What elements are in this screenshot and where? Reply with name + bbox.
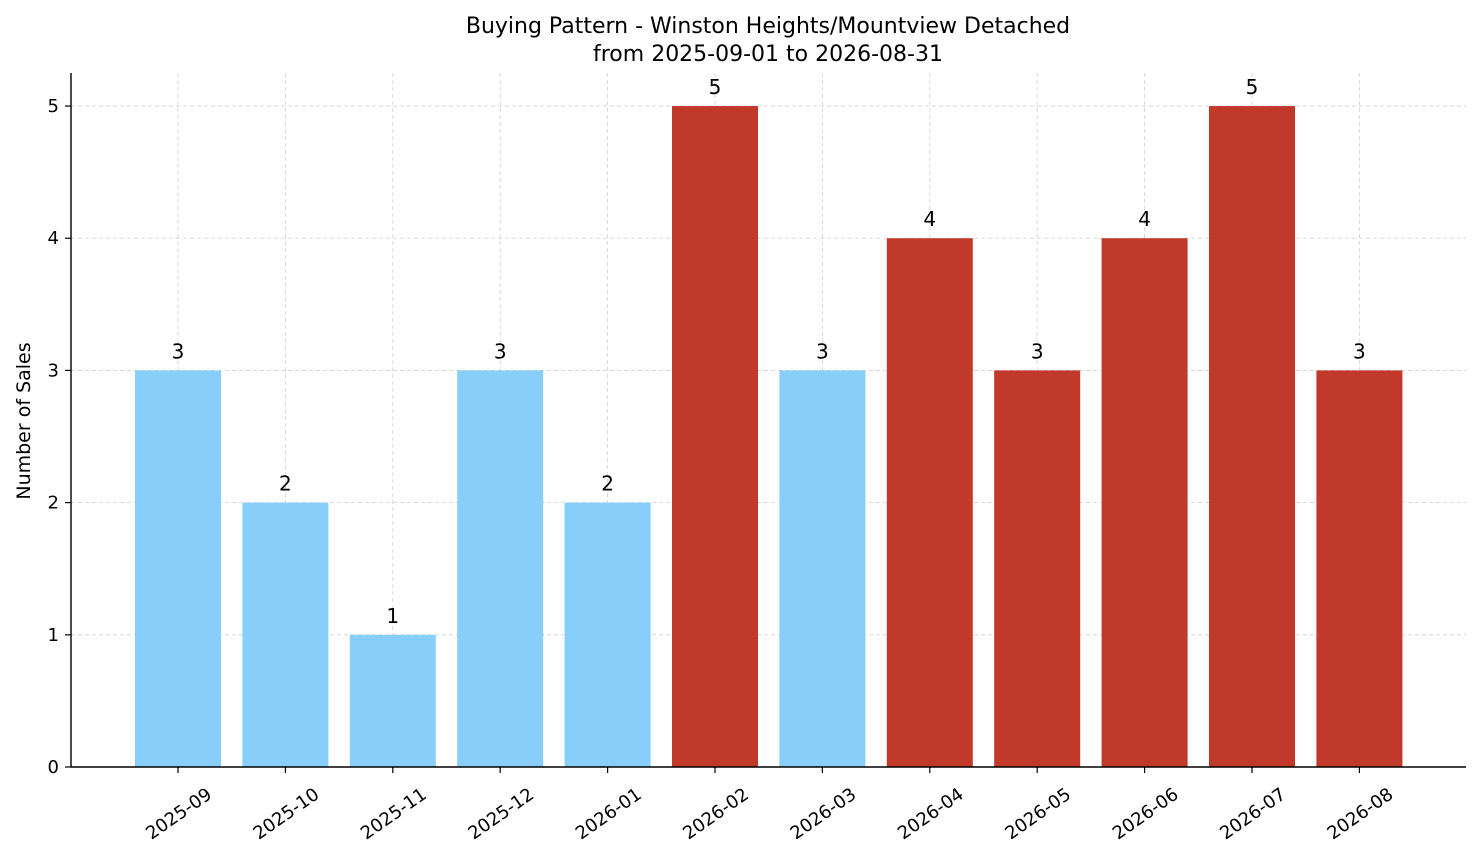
bar-2025-10: [242, 502, 329, 767]
y-tick-label: 1: [48, 625, 59, 646]
x-tick-label-2026-03: 2026-03: [787, 784, 861, 844]
x-tick-label-2026-01: 2026-01: [572, 784, 646, 844]
data-label-2026-01: 2: [601, 472, 614, 496]
bar-2026-04: [886, 238, 973, 767]
bar-2026-06: [1101, 238, 1188, 767]
bar-2026-03: [779, 370, 866, 767]
data-label-2025-09: 3: [172, 339, 185, 363]
data-label-2026-06: 4: [1138, 207, 1151, 231]
data-label-2025-12: 3: [494, 339, 507, 363]
data-label-2026-05: 3: [1031, 339, 1044, 363]
x-tick-label-2026-05: 2026-05: [1001, 784, 1075, 844]
x-tick-label-2026-04: 2026-04: [894, 784, 968, 844]
data-label-2025-11: 1: [386, 604, 399, 628]
bar-2026-01: [564, 502, 651, 767]
data-label-2026-07: 5: [1246, 75, 1259, 99]
data-label-2026-03: 3: [816, 339, 829, 363]
data-label-2026-04: 4: [923, 207, 936, 231]
data-labels: 3 2 1 3 2 5 3 4 3 4 5 3: [172, 75, 1366, 628]
data-label-2025-10: 2: [279, 472, 292, 496]
x-tick-label-2026-08: 2026-08: [1324, 784, 1398, 844]
bar-2026-05: [994, 370, 1081, 767]
x-tick-label-2026-06: 2026-06: [1109, 784, 1183, 844]
y-tick-label: 0: [48, 757, 59, 778]
x-tick-label-2025-10: 2025-10: [250, 784, 324, 844]
chart-title: Buying Pattern - Winston Heights/Mountvi…: [466, 14, 1070, 39]
x-tick-label-2025-09: 2025-09: [142, 784, 216, 844]
x-tick-label-2026-02: 2026-02: [679, 784, 753, 844]
bar-2026-02: [672, 106, 758, 768]
y-tick-label: 4: [48, 228, 59, 249]
x-tick-label-2026-07: 2026-07: [1216, 784, 1290, 844]
x-tick-label-2025-11: 2025-11: [357, 784, 431, 844]
bar-2025-12: [457, 370, 544, 767]
y-tick-label: 3: [48, 360, 59, 381]
y-axis-title: Number of Sales: [13, 342, 35, 499]
x-tick-label-2025-12: 2025-12: [464, 784, 538, 844]
bars: [135, 106, 1403, 768]
bar-2025-11: [349, 634, 436, 767]
bar-2026-07: [1209, 106, 1295, 768]
y-tick-label: 5: [48, 96, 59, 117]
chart-subtitle: from 2025-09-01 to 2026-08-31: [593, 42, 943, 67]
data-label-2026-02: 5: [709, 75, 722, 99]
bar-2026-08: [1316, 370, 1403, 767]
data-label-2026-08: 3: [1353, 339, 1366, 363]
bar-2025-09: [135, 370, 221, 767]
y-tick-label: 2: [48, 493, 59, 514]
